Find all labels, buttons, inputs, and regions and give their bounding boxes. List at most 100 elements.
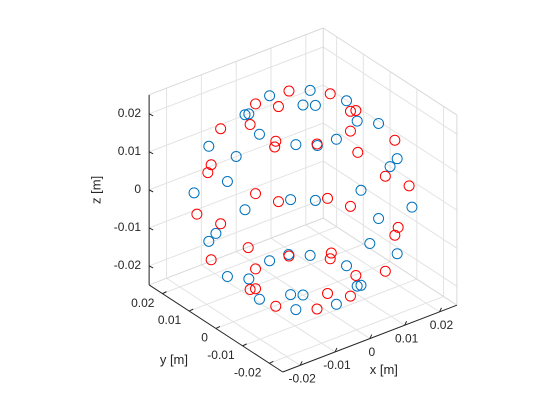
box-edge [148,27,324,96]
point [304,84,316,96]
point [202,167,214,179]
box-edge [322,217,458,306]
x-axis-label: x [m] [370,362,398,377]
point [244,284,256,296]
point [350,104,362,116]
x-tick [404,320,408,326]
point [351,115,363,127]
grid-line [148,198,324,267]
point [205,159,217,171]
point [304,249,316,261]
point [230,150,242,162]
point [215,123,227,135]
point [253,293,265,305]
grid-line [215,261,391,329]
z-tick [148,227,154,231]
x-tick-label: 0.01 [395,331,419,345]
point [311,303,323,315]
z-tick-label: 0.01 [118,144,142,158]
point [270,300,282,312]
point [355,279,367,291]
point [297,289,309,301]
point [322,192,334,204]
y-tick-label: 0.01 [158,313,182,327]
point [283,250,295,262]
grid-line [269,296,444,364]
point [264,255,276,267]
x-tick-label: 0.02 [430,318,454,332]
point [242,242,254,254]
point [250,98,262,110]
z-tick [148,189,154,193]
point [324,253,336,265]
grid-line [322,160,458,249]
point [350,269,362,281]
z-tick-label: 0.02 [118,106,142,120]
y-tick-label: 0.02 [131,296,155,310]
point [322,287,334,299]
point [341,95,353,107]
grid-line [322,198,458,287]
point [364,238,376,250]
z-tick [148,113,154,117]
point [341,260,353,272]
point [250,188,262,200]
point [270,135,282,147]
box-edge [322,27,458,116]
point [389,134,401,146]
grid-line [322,46,458,135]
point [239,204,251,216]
point [309,194,321,206]
x-tick [439,307,442,313]
point [344,200,356,212]
point [324,88,336,100]
point [203,140,215,152]
x-tick [334,347,338,353]
point [210,227,222,239]
grid-line [162,226,337,295]
y-tick-label: -0.01 [207,348,235,362]
point [392,221,404,233]
point [269,141,281,153]
point [403,180,415,192]
point [389,229,401,241]
point [351,280,363,292]
point [272,101,284,113]
point [285,194,297,206]
point [379,265,391,277]
point [272,196,284,208]
point [205,254,217,266]
point [253,128,265,140]
point [221,175,233,187]
z-tick-label: -0.01 [114,220,142,234]
point [344,125,356,137]
point [244,119,256,131]
point [285,289,297,301]
point [373,213,385,225]
y-tick-label: 0 [201,331,208,345]
point [239,109,251,121]
x-tick [299,361,303,366]
point [391,153,403,165]
point [355,184,367,196]
x-tick [369,334,373,339]
point [191,208,203,220]
y-tick [242,343,247,347]
point [344,105,356,117]
point [373,117,385,129]
point [290,304,302,316]
y-axis [148,284,284,373]
z-tick-label: 0 [134,182,141,196]
y-tick [188,308,194,312]
y-axis-label: y [m] [160,352,188,367]
grid-line [148,84,324,153]
point [352,146,364,158]
grid-line [148,160,324,229]
point [379,170,391,182]
point [250,283,262,295]
point [406,201,418,213]
grid-line [148,122,324,191]
point [243,273,255,285]
box-edge [148,217,324,286]
